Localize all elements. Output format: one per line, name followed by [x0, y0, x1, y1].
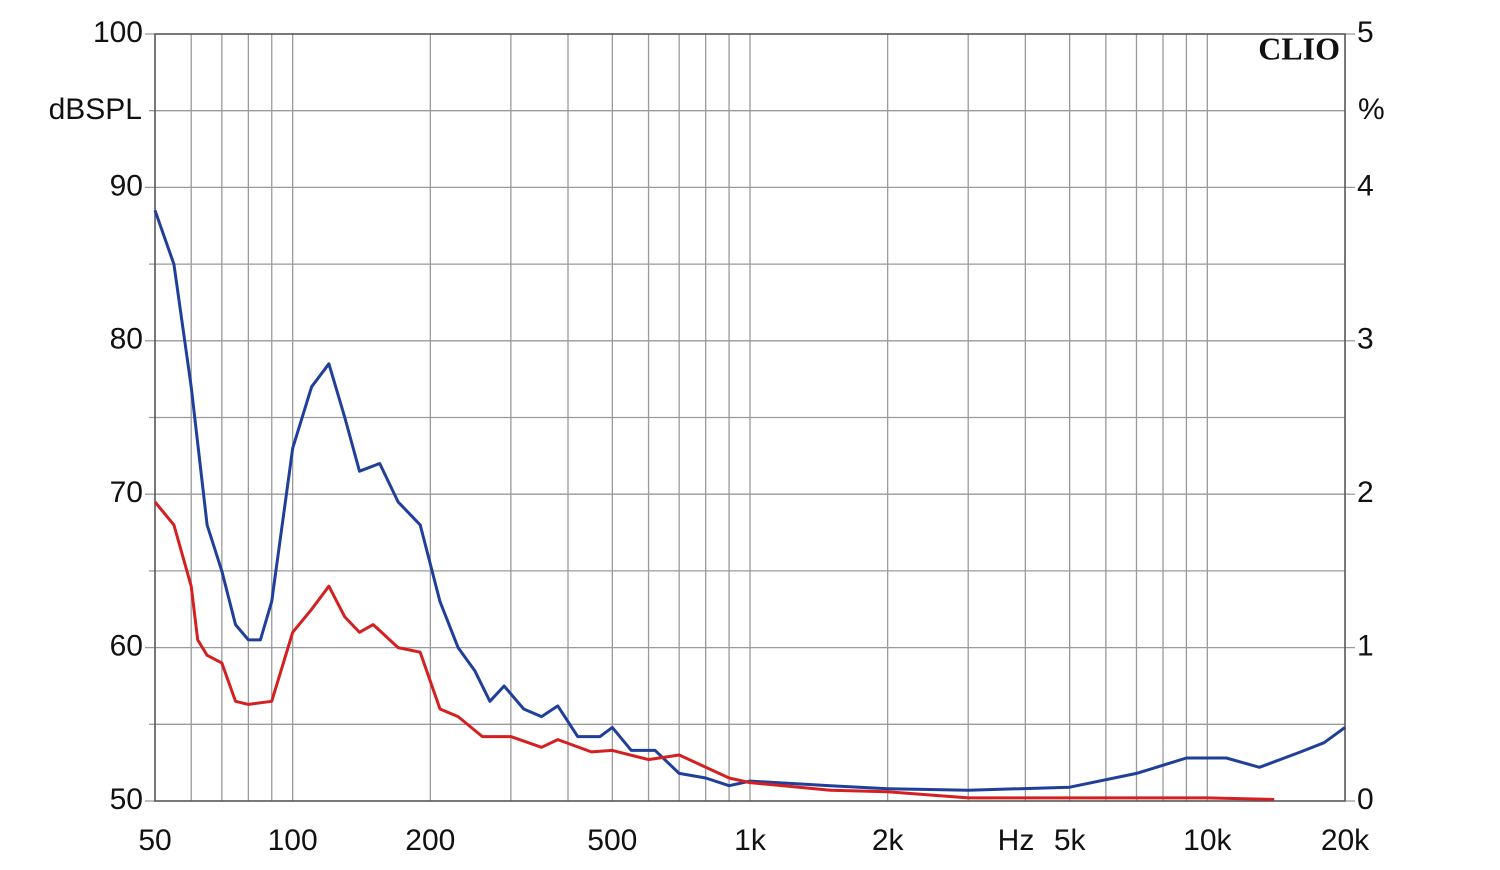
- plot-frame: [154, 33, 1346, 802]
- y2-tick-label: 5: [1357, 16, 1374, 49]
- x-tick-label: 200: [405, 824, 455, 857]
- y2-axis-label: %: [1358, 93, 1385, 126]
- x-tick-label: 50: [138, 824, 171, 857]
- y-tick-label: 90: [110, 169, 143, 202]
- data-line: [153, 500, 1275, 801]
- x-tick-label: 500: [587, 824, 637, 857]
- y2-tick-label: 0: [1357, 783, 1374, 816]
- y-tick-label: 100: [93, 16, 143, 49]
- y2-tick-label: 3: [1357, 323, 1374, 356]
- y2-tick-label: 2: [1357, 476, 1374, 509]
- x-tick-label: 5k: [1054, 824, 1087, 857]
- y2-tick-label: 1: [1357, 630, 1374, 663]
- y2-tick-label: 4: [1357, 169, 1374, 202]
- y-tick-label: 80: [110, 323, 143, 356]
- data-line: [153, 209, 1346, 792]
- y-tick-label: 50: [110, 783, 143, 816]
- y-tick-label: 70: [110, 476, 143, 509]
- y-tick-label: 60: [110, 630, 143, 663]
- x-tick-label: 1k: [734, 824, 767, 857]
- x-tick-label: 10k: [1183, 824, 1232, 857]
- x-tick-label: 2k: [872, 824, 905, 857]
- y-axis-label: dBSPL: [49, 93, 142, 126]
- x-tick-label: 20k: [1321, 824, 1370, 857]
- chart-title: CLIO: [1258, 30, 1340, 66]
- x-axis-label: Hz: [998, 824, 1035, 857]
- x-tick-label: 100: [268, 824, 318, 857]
